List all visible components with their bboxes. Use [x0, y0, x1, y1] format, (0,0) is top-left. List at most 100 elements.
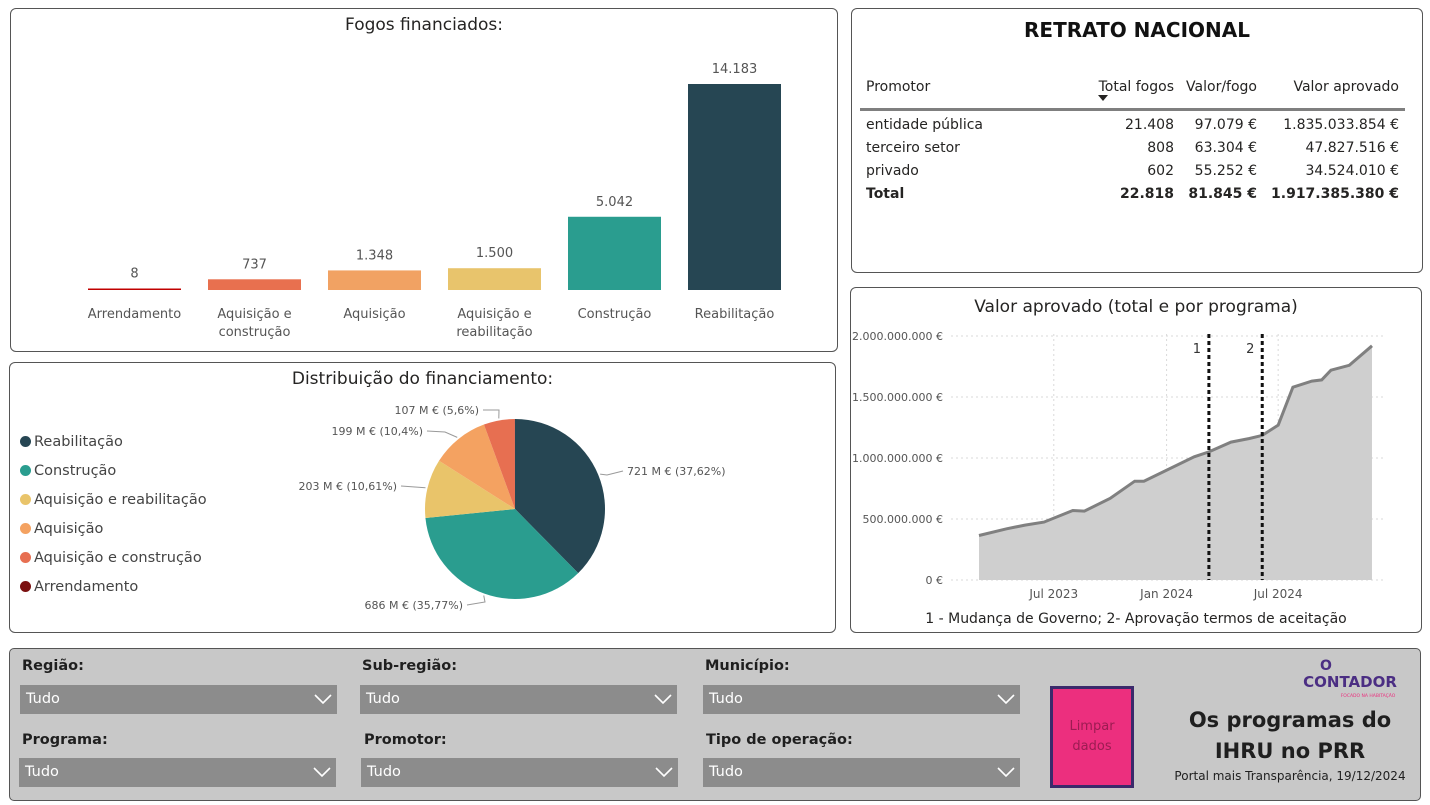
promotor-dropdown[interactable]: Tudo — [361, 758, 678, 787]
y-tick-label: 500.000.000 € — [863, 513, 943, 526]
col-header-promotor[interactable]: Promotor — [866, 79, 931, 95]
bar — [328, 270, 421, 290]
event-marker-label: 2 — [1246, 342, 1254, 357]
regiao-label: Região: — [22, 658, 84, 674]
category-label: Aquisição e — [457, 307, 531, 322]
y-tick-label: 1.000.000.000 € — [852, 452, 943, 465]
regiao-value: Tudo — [26, 691, 60, 707]
fogos-card: Fogos financiados: 8 Arrendamento 737 Aquis… — [10, 8, 838, 352]
cell-total-fogos: 808 — [1147, 140, 1174, 156]
cell-valor-fogo: 97.079 € — [1194, 117, 1257, 133]
y-tick-label: 0 € — [926, 574, 944, 587]
subregiao-dropdown[interactable]: Tudo — [360, 685, 677, 714]
clear-filters-button[interactable]: Limpar dados — [1050, 686, 1134, 788]
x-tick-label: Jul 2024 — [1253, 587, 1303, 601]
sort-desc-icon — [1098, 95, 1108, 101]
pie-leader-line — [466, 595, 486, 606]
page-title: Os programas do IHRU no PRR — [1188, 708, 1392, 763]
pie-leader-line — [426, 430, 458, 438]
cell-total-valor-aprovado: 1.917.385.380 € — [1271, 186, 1399, 202]
cell-valor-aprovado: 34.524.010 € — [1305, 163, 1399, 179]
logo-tag: FOCADO NA HABITAÇÃO — [1341, 692, 1396, 699]
bar-data-label: 737 — [242, 257, 267, 272]
cell-promotor: entidade pública — [866, 117, 983, 133]
legend-item[interactable]: Aquisição e construção — [20, 543, 207, 572]
contador-logo: O CONTADOR FOCADO NA HABITAÇÃO — [1303, 658, 1397, 699]
bar-data-label: 5.042 — [596, 195, 633, 210]
category-label: reabilitação — [456, 325, 532, 340]
col-header-valor-fogo[interactable]: Valor/fogo — [1186, 79, 1257, 95]
pie-legend: Reabilitação Construção Aquisição e reab… — [20, 427, 207, 601]
x-tick-label: Jan 2024 — [1139, 587, 1193, 601]
category-label: Construção — [578, 307, 652, 322]
programa-label: Programa: — [22, 732, 108, 748]
table-header: Promotor Total fogos Valor/fogo Valor ap… — [860, 74, 1405, 111]
pie-slice — [515, 419, 605, 574]
legend-item[interactable]: Reabilitação — [20, 427, 207, 456]
legend-item[interactable]: Aquisição — [20, 514, 207, 543]
chevron-down-icon — [997, 694, 1015, 705]
programa-dropdown[interactable]: Tudo — [19, 758, 336, 787]
legend-label: Arrendamento — [34, 578, 139, 595]
col-header-valor-aprovado[interactable]: Valor aprovado — [1293, 79, 1399, 95]
table-row[interactable]: terceiro setor 808 63.304 € 47.827.516 € — [860, 137, 1405, 160]
chevron-down-icon — [314, 694, 332, 705]
pie-slice — [439, 424, 515, 509]
legend-dot-icon — [20, 552, 31, 563]
category-label: Aquisição — [343, 307, 405, 322]
table-row[interactable]: entidade pública 21.408 97.079 € 1.835.0… — [860, 114, 1405, 137]
cell-valor-aprovado: 1.835.033.854 € — [1283, 117, 1399, 133]
bar — [88, 288, 181, 290]
x-tick-label: Jul 2023 — [1028, 587, 1078, 601]
col-header-total-fogos[interactable]: Total fogos — [1098, 79, 1174, 95]
fogos-bar-chart: 8 Arrendamento 737 Aquisição e construção 1.3… — [88, 62, 781, 340]
bar-data-label: 8 — [130, 267, 138, 282]
cell-promotor: privado — [866, 163, 919, 179]
pie-leader-line — [400, 485, 426, 489]
y-tick-label: 2.000.000.000 € — [852, 330, 943, 343]
chevron-down-icon — [654, 694, 672, 705]
bar-data-label: 14.183 — [712, 62, 758, 77]
regiao-dropdown[interactable]: Tudo — [20, 685, 337, 714]
category-label: Aquisição e — [217, 307, 291, 322]
legend-label: Aquisição e reabilitação — [34, 491, 207, 508]
tipo-label: Tipo de operação: — [706, 732, 853, 748]
programa-value: Tudo — [25, 764, 59, 780]
promotor-value: Tudo — [367, 764, 401, 780]
legend-dot-icon — [20, 494, 31, 505]
logo-name: CONTADOR — [1303, 673, 1397, 691]
distribuicao-pie-chart: 721 M € (37,62%) 686 M € (35,77%) 203 M € … — [298, 404, 726, 612]
distribuicao-title: Distribuição do financiamento: — [291, 369, 554, 389]
cell-valor-fogo: 55.252 € — [1194, 163, 1257, 179]
legend-item[interactable]: Construção — [20, 456, 207, 485]
pie-data-label: 107 M € (5,6%) — [394, 404, 479, 417]
municipio-label: Município: — [705, 658, 790, 674]
valor-title: Valor aprovado (total e por programa) — [974, 297, 1298, 317]
pie-data-label: 686 M € (35,77%) — [364, 599, 463, 612]
retrato-table: Promotor Total fogos Valor/fogo Valor ap… — [860, 74, 1405, 206]
category-label: Reabilitação — [695, 307, 775, 322]
bar — [688, 84, 781, 290]
pie-data-label: 721 M € (37,62%) — [627, 465, 726, 478]
legend-item[interactable]: Arrendamento — [20, 572, 207, 601]
category-label: Arrendamento — [88, 307, 182, 322]
cell-total-valor-fogo: 81.845 € — [1188, 186, 1257, 202]
cell-valor-fogo: 63.304 € — [1194, 140, 1257, 156]
table-total-row: Total 22.818 81.845 € 1.917.385.380 € — [860, 183, 1405, 206]
chevron-down-icon — [997, 767, 1015, 778]
promotor-label: Promotor: — [364, 732, 447, 748]
chevron-down-icon — [655, 767, 673, 778]
pie-data-label: 199 M € (10,4%) — [331, 425, 423, 438]
pie-slice — [425, 460, 515, 518]
table-row[interactable]: privado 602 55.252 € 34.524.010 € — [860, 160, 1405, 183]
legend-label: Aquisição e construção — [34, 549, 202, 566]
retrato-card: RETRATO NACIONAL — [851, 8, 1423, 273]
valor-footnote: 1 - Mudança de Governo; 2- Aprovação ter… — [925, 611, 1347, 627]
legend-dot-icon — [20, 465, 31, 476]
legend-item[interactable]: Aquisição e reabilitação — [20, 485, 207, 514]
tipo-dropdown[interactable]: Tudo — [703, 758, 1020, 787]
page-subtitle: Portal mais Transparência, 19/12/2024 — [1174, 769, 1406, 783]
municipio-dropdown[interactable]: Tudo — [703, 685, 1020, 714]
subregiao-value: Tudo — [366, 691, 400, 707]
tipo-value: Tudo — [709, 764, 743, 780]
